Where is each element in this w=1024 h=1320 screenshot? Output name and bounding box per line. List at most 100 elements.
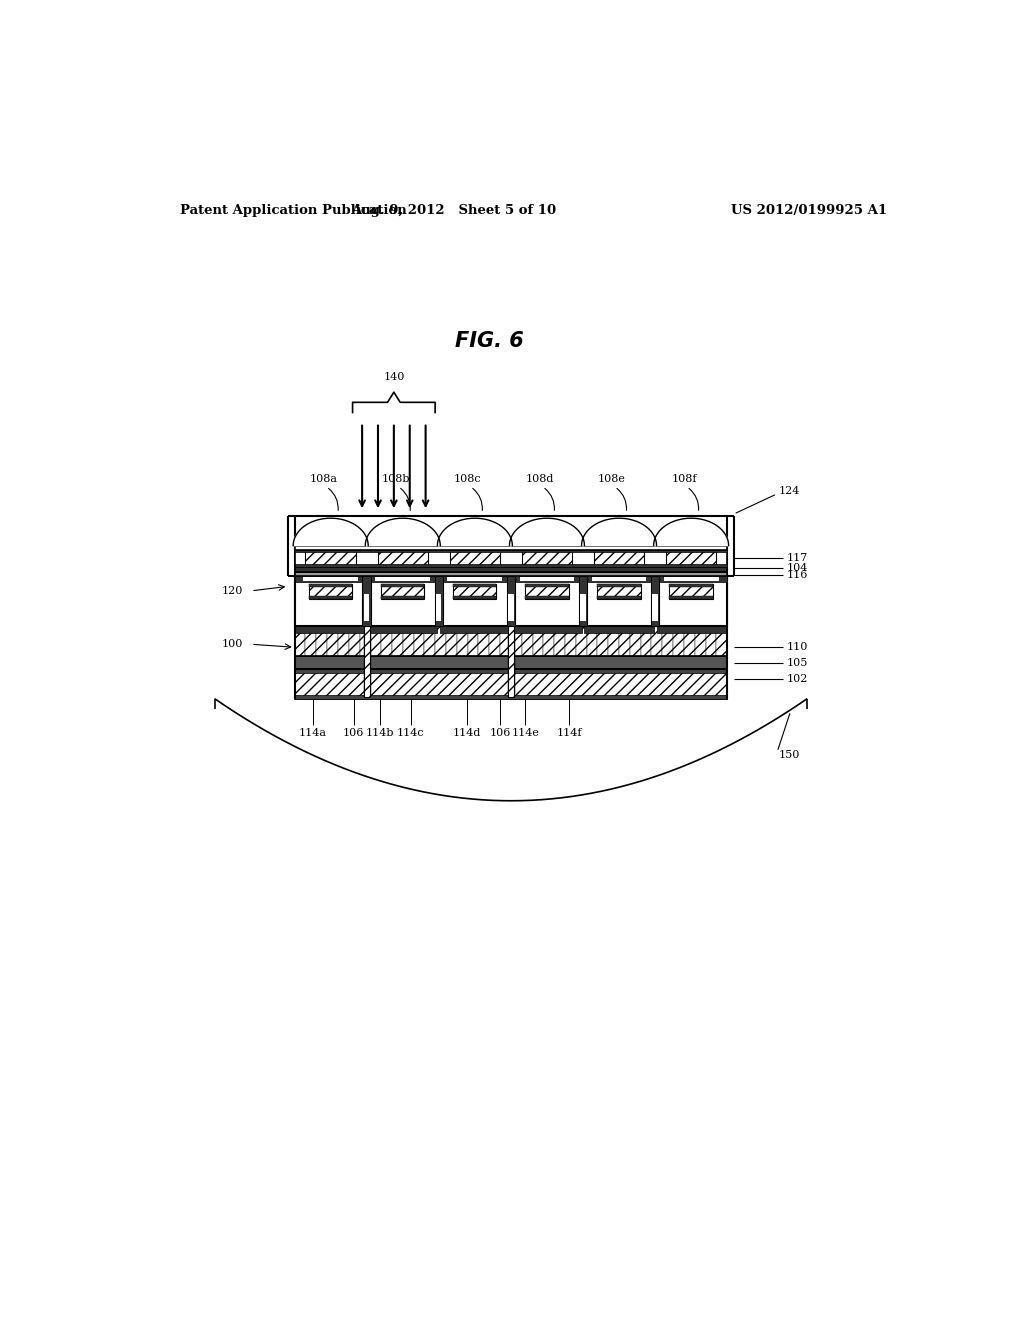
Bar bbox=[521, 550, 572, 566]
Bar bbox=[554, 626, 565, 656]
Bar bbox=[364, 626, 370, 697]
Bar bbox=[651, 576, 659, 626]
Bar bbox=[447, 577, 502, 581]
Text: 114b: 114b bbox=[366, 727, 394, 738]
Bar bbox=[565, 626, 575, 656]
Bar bbox=[511, 626, 521, 656]
Bar bbox=[295, 564, 727, 568]
Bar bbox=[670, 585, 713, 599]
Bar bbox=[295, 549, 727, 552]
Bar bbox=[673, 626, 684, 656]
Bar bbox=[521, 626, 532, 656]
Bar bbox=[457, 626, 468, 656]
Bar bbox=[309, 585, 352, 599]
Bar bbox=[295, 626, 305, 656]
Bar bbox=[507, 576, 515, 626]
Bar bbox=[371, 626, 381, 656]
Bar bbox=[651, 626, 663, 656]
Text: 102: 102 bbox=[786, 673, 808, 684]
Bar bbox=[295, 549, 727, 568]
Text: 114d: 114d bbox=[453, 727, 481, 738]
Polygon shape bbox=[653, 519, 729, 545]
Bar bbox=[424, 626, 435, 656]
Text: 117: 117 bbox=[786, 553, 808, 564]
Bar bbox=[295, 572, 727, 576]
Bar bbox=[295, 568, 727, 572]
Bar bbox=[295, 576, 727, 582]
Bar bbox=[664, 577, 719, 581]
Bar bbox=[381, 585, 424, 587]
Polygon shape bbox=[510, 519, 585, 545]
Text: 114f: 114f bbox=[557, 727, 582, 738]
Text: 108b: 108b bbox=[381, 474, 410, 483]
Bar bbox=[652, 594, 657, 620]
Text: 124: 124 bbox=[779, 486, 800, 496]
Text: 114c: 114c bbox=[397, 727, 425, 738]
Text: 104: 104 bbox=[786, 564, 808, 573]
Bar bbox=[597, 626, 608, 656]
Bar bbox=[597, 597, 641, 599]
Text: US 2012/0199925 A1: US 2012/0199925 A1 bbox=[731, 205, 887, 216]
Bar bbox=[500, 626, 511, 656]
Text: 100: 100 bbox=[222, 639, 243, 649]
Bar bbox=[295, 626, 727, 656]
Bar bbox=[381, 626, 392, 656]
Bar bbox=[436, 594, 441, 620]
Bar bbox=[620, 626, 630, 656]
Bar bbox=[684, 626, 694, 656]
Bar bbox=[532, 626, 544, 656]
Bar bbox=[454, 597, 497, 599]
Bar bbox=[656, 626, 726, 632]
Bar bbox=[295, 656, 727, 669]
Text: 108e: 108e bbox=[598, 474, 626, 483]
Bar bbox=[359, 626, 371, 656]
Bar bbox=[581, 594, 586, 620]
Bar bbox=[309, 585, 352, 587]
Text: FIG. 6: FIG. 6 bbox=[455, 331, 523, 351]
Bar bbox=[489, 626, 500, 656]
Bar bbox=[305, 626, 316, 656]
Bar bbox=[303, 577, 358, 581]
Text: 114e: 114e bbox=[511, 727, 540, 738]
Bar bbox=[295, 576, 727, 626]
Bar bbox=[641, 626, 651, 656]
Text: Aug. 9, 2012   Sheet 5 of 10: Aug. 9, 2012 Sheet 5 of 10 bbox=[351, 205, 556, 216]
Bar bbox=[597, 585, 641, 587]
Text: 105: 105 bbox=[786, 657, 808, 668]
Bar bbox=[295, 696, 727, 700]
Bar bbox=[376, 577, 430, 581]
Polygon shape bbox=[437, 519, 512, 545]
Bar bbox=[362, 576, 371, 626]
Bar bbox=[381, 597, 424, 599]
Bar bbox=[706, 626, 717, 656]
Bar bbox=[309, 597, 352, 599]
Bar bbox=[519, 577, 574, 581]
Bar bbox=[525, 585, 568, 599]
Bar bbox=[295, 669, 727, 700]
Bar bbox=[663, 626, 673, 656]
Text: 108c: 108c bbox=[454, 474, 481, 483]
Bar bbox=[666, 550, 717, 566]
Bar bbox=[630, 626, 641, 656]
Bar bbox=[338, 626, 349, 656]
Bar bbox=[587, 626, 597, 656]
Bar bbox=[446, 626, 457, 656]
Bar bbox=[468, 626, 478, 656]
Bar bbox=[454, 585, 497, 587]
Text: 140: 140 bbox=[383, 372, 404, 381]
Text: 116: 116 bbox=[786, 570, 808, 579]
Polygon shape bbox=[366, 519, 440, 545]
Bar bbox=[585, 626, 653, 632]
Bar bbox=[295, 656, 727, 669]
Bar bbox=[575, 626, 587, 656]
Text: 108d: 108d bbox=[525, 474, 554, 483]
Bar bbox=[365, 594, 370, 620]
Bar bbox=[392, 626, 402, 656]
Bar bbox=[378, 550, 428, 566]
Bar bbox=[327, 626, 338, 656]
Bar bbox=[525, 585, 568, 587]
Text: 114a: 114a bbox=[299, 727, 327, 738]
Text: 120: 120 bbox=[222, 586, 243, 595]
Bar bbox=[508, 626, 514, 697]
Polygon shape bbox=[293, 519, 369, 545]
